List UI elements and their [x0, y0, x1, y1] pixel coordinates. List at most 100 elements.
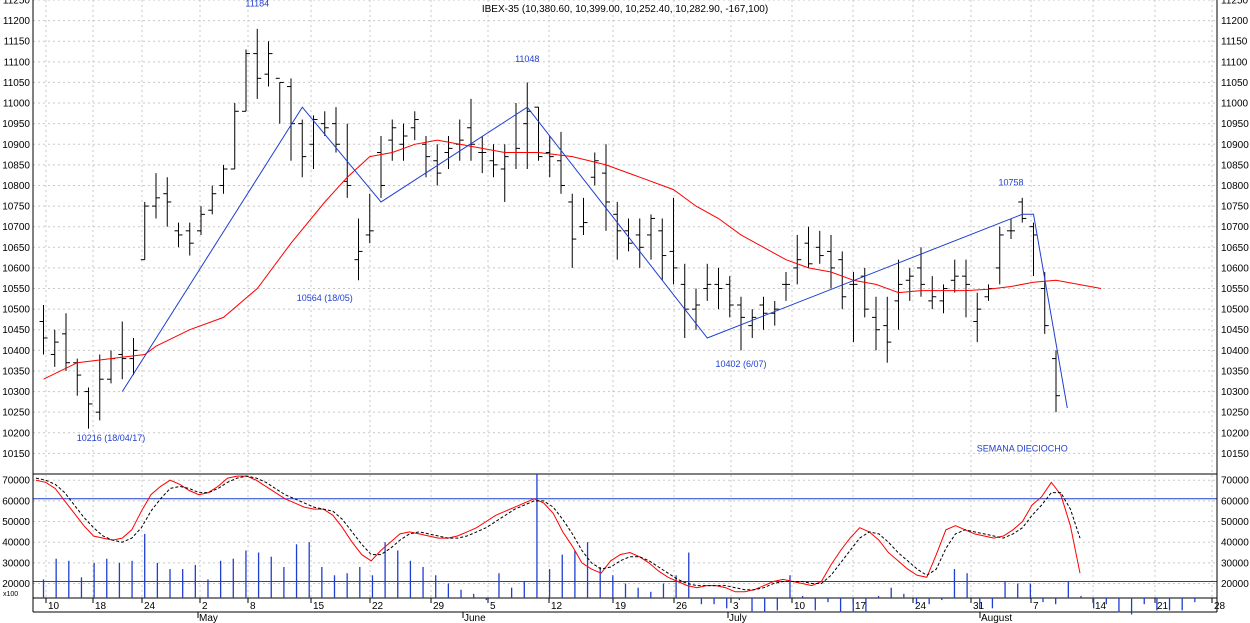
price-tick-right: 10500: [1221, 305, 1249, 316]
ohlc-bar: [197, 206, 205, 235]
price-tick-right: 10650: [1221, 243, 1249, 254]
ohlc-bar: [995, 226, 1004, 285]
price-tick-right: 10700: [1221, 222, 1249, 233]
price-tick-right: 10400: [1221, 346, 1249, 357]
ohlc-bar: [365, 193, 374, 244]
ohlc-bar: [118, 321, 127, 380]
ohlc-bar: [478, 136, 487, 174]
ohlc-bar: [658, 218, 667, 281]
oscillator-tick-left: 30000: [2, 558, 30, 569]
ohlc-bar: [782, 272, 790, 301]
price-tick-left: 11050: [3, 78, 31, 89]
ohlc-bar: [928, 276, 937, 310]
ohlc-bar: [917, 247, 925, 297]
price-tick-right: 10150: [1221, 449, 1249, 460]
price-tick-left: 11250: [3, 0, 31, 7]
ohlc-bar: [1007, 218, 1015, 240]
oscillator-tick-left: 20000: [2, 579, 30, 590]
date-tick-label: 2: [202, 601, 208, 612]
ohlc-bar: [489, 144, 498, 178]
price-overlays: [43, 106, 1102, 409]
ohlc-bar: [219, 164, 228, 194]
ohlc-bar: [422, 136, 430, 178]
oscillator-tick-left: 40000: [2, 538, 30, 549]
chart-title: IBEX-35 (10,380.60, 10,399.00, 10,252.40…: [482, 4, 768, 15]
ohlc-bar: [1052, 350, 1060, 413]
price-tick-right: 11150: [1221, 37, 1248, 48]
price-tick-right: 10950: [1221, 119, 1249, 130]
price-tick-left: 10550: [2, 284, 30, 295]
price-tick-left: 10350: [2, 366, 30, 377]
ohlc-bar: [647, 214, 655, 260]
ohlc-bar: [174, 222, 183, 248]
ohlc-bar: [838, 251, 847, 310]
ohlc-bar: [309, 115, 318, 169]
ohlc-bar: [230, 103, 239, 170]
ohlc-bar: [748, 309, 757, 338]
ohlc-bar: [737, 296, 745, 351]
ohlc-bar: [534, 106, 543, 161]
ohlc-bar: [354, 218, 363, 281]
date-tick-label: 29: [433, 601, 445, 612]
price-tick-right: 10200: [1221, 428, 1249, 439]
price-tick-right: 10850: [1221, 160, 1249, 171]
ohlc-bar: [95, 354, 104, 421]
month-label: August: [981, 613, 1012, 623]
price-tick-left: 10500: [2, 305, 30, 316]
price-tick-left: 10600: [2, 263, 30, 274]
ohlc-bar: [635, 218, 644, 268]
ohlc-bar: [905, 267, 914, 301]
ma-line: [43, 139, 1102, 380]
oscillator-tick-left: 50000: [2, 517, 30, 528]
ohlc-bar: [163, 177, 172, 227]
ohlc-bar: [62, 313, 70, 371]
date-tick-label: 5: [490, 601, 496, 612]
ohlc-bar: [377, 136, 385, 198]
ohlc-bar: [545, 136, 554, 178]
ohlc-bar: [557, 131, 565, 194]
ohlc-bar: [939, 284, 948, 314]
date-tick-label: 10: [48, 601, 60, 612]
price-tick-right: 11000: [1221, 99, 1249, 110]
price-annotation: 11048: [515, 54, 539, 64]
ohlc-bar: [950, 259, 959, 293]
ohlc-bar: [894, 259, 903, 330]
price-tick-left: 10450: [2, 325, 30, 336]
date-tick-label: 3: [733, 601, 739, 612]
ohlc-bar: [253, 28, 262, 99]
ohlc-bar: [320, 111, 329, 137]
price-tick-left: 10200: [2, 428, 30, 439]
ohlc-bar: [590, 152, 599, 186]
oscillator-tick-right: 40000: [1221, 538, 1249, 549]
oscillator-axis-labels: 20000 20000 30000 30000 40000 40000 50000 50000…: [2, 476, 1249, 590]
price-annotation: 10564 (18/05): [297, 293, 353, 303]
ohlc-bar: [84, 387, 93, 429]
price-annotation: 10402 (6/07): [715, 359, 766, 369]
price-tick-left: 10850: [2, 160, 30, 171]
ohlc-bar: [500, 144, 509, 202]
ohlc-bar: [883, 296, 892, 363]
oscillator-tick-left: 60000: [2, 496, 30, 507]
oscillator-tick-left: 70000: [2, 476, 30, 487]
ohlc-bar: [703, 263, 712, 301]
price-tick-left: 11100: [4, 57, 31, 68]
date-tick-label: 22: [372, 601, 384, 612]
oscillator-tick-right: 60000: [1221, 496, 1249, 507]
price-tick-right: 10300: [1221, 387, 1249, 398]
zigzag-line: [121, 106, 1068, 409]
ohlc-bar: [152, 173, 160, 219]
price-tick-left: 10800: [2, 181, 30, 192]
price-tick-left: 10250: [2, 408, 30, 419]
date-tick-label: 26: [676, 601, 688, 612]
price-tick-left: 10750: [2, 202, 30, 213]
ohlc-bar: [399, 123, 408, 161]
ohlc-bar: [827, 234, 835, 289]
ohlc-bar: [388, 119, 397, 161]
date-axis: 10 18 24 2 8 15 22 29 5 12 19 26 3 10 17 24 31 7 14 21 28May…: [45, 598, 1226, 623]
ohlc-bar: [1040, 272, 1049, 334]
price-tick-left: 10700: [2, 222, 30, 233]
ohlc-bar: [140, 201, 149, 261]
oscillator-tick-right: 70000: [1221, 476, 1249, 487]
date-tick-label: 24: [915, 601, 927, 612]
